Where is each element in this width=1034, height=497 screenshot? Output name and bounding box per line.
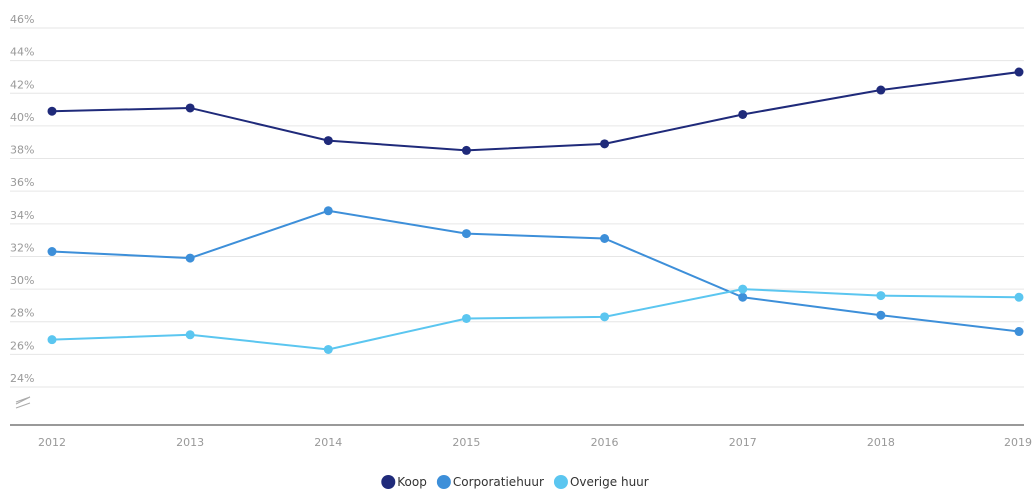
data-point — [738, 109, 748, 119]
data-point — [323, 344, 333, 354]
data-point — [600, 139, 610, 149]
x-tick-label: 2014 — [314, 436, 342, 449]
y-tick-label: 36% — [10, 176, 34, 189]
data-point — [323, 206, 333, 216]
x-tick-label: 2019 — [1004, 436, 1032, 449]
y-tick-label: 24% — [10, 372, 34, 385]
data-point — [461, 145, 471, 155]
data-point — [461, 313, 471, 323]
data-point — [876, 291, 886, 301]
data-point — [185, 103, 195, 113]
series-line — [51, 288, 1020, 351]
legend-swatch — [553, 475, 568, 489]
data-point — [1014, 67, 1024, 77]
legend-label: Overige huur — [570, 475, 649, 489]
y-tick-label: 42% — [10, 78, 34, 91]
series-line — [51, 209, 1020, 333]
legend: Koop Corporatiehuur Overige huur — [381, 475, 649, 489]
y-tick-label: 30% — [10, 274, 34, 287]
y-tick-label: 26% — [10, 339, 34, 352]
data-point — [323, 136, 333, 146]
x-tick-label: 2018 — [867, 436, 895, 449]
data-point — [185, 330, 195, 340]
data-point — [738, 284, 748, 294]
x-tick-label: 2016 — [591, 436, 619, 449]
data-point — [461, 229, 471, 239]
data-point — [47, 247, 57, 257]
y-tick-label: 38% — [10, 144, 34, 157]
legend-label: Corporatiehuur — [453, 475, 544, 489]
legend-swatch — [381, 475, 396, 489]
x-tick-label: 2017 — [729, 436, 757, 449]
y-tick-label: 34% — [10, 209, 34, 222]
data-point — [1014, 292, 1024, 302]
legend-swatch — [436, 475, 451, 489]
y-tick-label: 28% — [10, 307, 34, 320]
data-point — [47, 106, 57, 116]
axis-break — [15, 396, 31, 409]
data-point — [738, 292, 748, 302]
y-tick-label: 32% — [10, 241, 34, 254]
series-line — [51, 71, 1020, 152]
data-point — [876, 310, 886, 320]
data-point — [1014, 327, 1024, 337]
data-point — [185, 253, 195, 263]
x-tick-label: 2012 — [38, 436, 66, 449]
x-tick-label: 2015 — [452, 436, 480, 449]
y-tick-label: 44% — [10, 46, 34, 59]
y-tick-label: 46% — [10, 13, 34, 26]
data-point — [876, 85, 886, 95]
data-point — [47, 335, 57, 345]
data-point — [600, 312, 610, 322]
x-tick-label: 2013 — [176, 436, 204, 449]
data-point — [600, 234, 610, 244]
y-tick-label: 40% — [10, 111, 34, 124]
legend-label: Koop — [397, 475, 427, 489]
